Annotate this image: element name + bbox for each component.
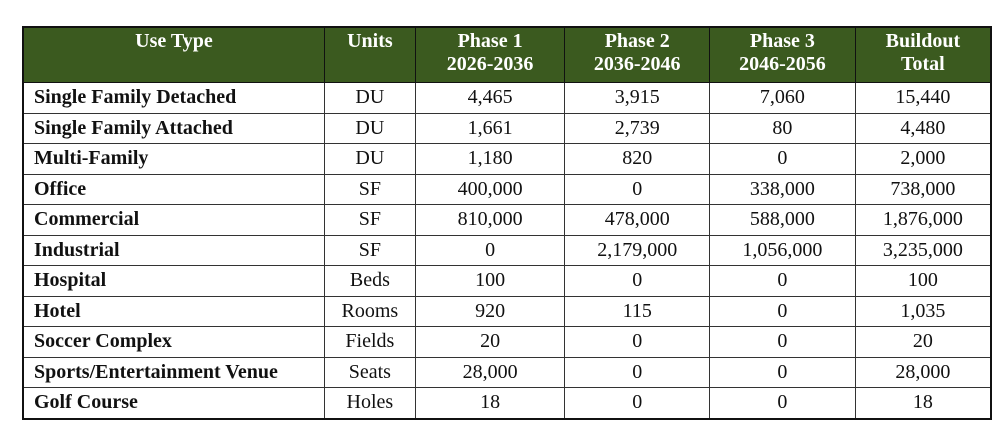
table-cell: DU (323, 112, 416, 144)
table-cell: DU (323, 143, 416, 175)
use-type-cell: Multi-Family (22, 143, 325, 175)
table-cell: 588,000 (709, 204, 856, 236)
table-cell: 920 (414, 295, 566, 327)
land-use-phasing-table: Use Type Units Phase 1 2026-2036 Phase 2 2036… (22, 26, 992, 420)
table-cell: 1,876,000 (854, 204, 992, 236)
table-cell: 0 (564, 387, 711, 419)
table-cell: SF (323, 234, 416, 266)
header-line: Total (901, 53, 945, 75)
header-line: Phase 1 (457, 30, 523, 52)
table-cell: 18 (414, 387, 566, 419)
header-line: Buildout (885, 30, 961, 52)
table-cell: 80 (709, 112, 856, 144)
header-line: 2046-2056 (739, 53, 826, 75)
table-cell: 0 (709, 387, 856, 419)
table-cell: 4,465 (414, 82, 566, 114)
table-row: Single Family Attached DU 1,661 2,739 80 4,48… (22, 112, 992, 144)
table-cell: 100 (414, 265, 566, 297)
table-cell: 15,440 (854, 82, 992, 114)
table-cell: 1,180 (414, 143, 566, 175)
table-cell: 4,480 (854, 112, 992, 144)
table-cell: 810,000 (414, 204, 566, 236)
table-cell: Seats (323, 356, 416, 388)
table-row: Golf Course Holes 18 0 0 18 (22, 387, 992, 419)
table-cell: 400,000 (414, 173, 566, 205)
header-line: Phase 3 (749, 30, 815, 52)
table-cell: DU (323, 82, 416, 114)
use-type-cell: Office (22, 173, 325, 205)
table-cell: 0 (564, 356, 711, 388)
use-type-cell: Single Family Attached (22, 112, 325, 144)
use-type-cell: Single Family Detached (22, 82, 325, 114)
table-cell: 18 (854, 387, 992, 419)
table-cell: 0 (564, 326, 711, 358)
table-cell: 1,056,000 (709, 234, 856, 266)
table-cell: 0 (709, 295, 856, 327)
use-type-cell: Industrial (22, 234, 325, 266)
use-type-cell: Commercial (22, 204, 325, 236)
table-cell: Rooms (323, 295, 416, 327)
table-row: Sports/Entertainment Venue Seats 28,000 0 0 2… (22, 356, 992, 388)
column-header: Phase 1 2026-2036 (414, 26, 566, 83)
table-cell: 1,661 (414, 112, 566, 144)
table-cell: 738,000 (854, 173, 992, 205)
table-cell: 100 (854, 265, 992, 297)
table-cell: 7,060 (709, 82, 856, 114)
table-cell: 1,035 (854, 295, 992, 327)
table-cell: 0 (564, 265, 711, 297)
table-cell: 0 (709, 265, 856, 297)
table-cell: 2,179,000 (564, 234, 711, 266)
column-header: Buildout Total (854, 26, 992, 83)
table-cell: Holes (323, 387, 416, 419)
table-cell: 0 (564, 173, 711, 205)
header-line: Phase 2 (604, 30, 670, 52)
table-cell: 2,000 (854, 143, 992, 175)
table-cell: 20 (414, 326, 566, 358)
column-header: Phase 2 2036-2046 (564, 26, 711, 83)
header-line: Units (347, 30, 393, 52)
table-cell: 3,235,000 (854, 234, 992, 266)
table-cell: 0 (709, 326, 856, 358)
use-type-cell: Soccer Complex (22, 326, 325, 358)
header-line: Use Type (135, 30, 213, 52)
table-cell: 0 (709, 143, 856, 175)
table-row: Single Family Detached DU 4,465 3,915 7,060 1… (22, 82, 992, 114)
table-cell: 20 (854, 326, 992, 358)
table-cell: Beds (323, 265, 416, 297)
table-cell: 338,000 (709, 173, 856, 205)
table-cell: 3,915 (564, 82, 711, 114)
table-row: Commercial SF 810,000 478,000 588,000 1,876,0… (22, 204, 992, 236)
table-row: Industrial SF 0 2,179,000 1,056,000 3,235,000 (22, 234, 992, 266)
column-header: Phase 3 2046-2056 (709, 26, 856, 83)
column-header: Use Type (22, 26, 325, 83)
header-row: Use Type Units Phase 1 2026-2036 Phase 2 2036… (22, 26, 992, 83)
use-type-cell: Sports/Entertainment Venue (22, 356, 325, 388)
table-row: Office SF 400,000 0 338,000 738,000 (22, 173, 992, 205)
table-row: Soccer Complex Fields 20 0 0 20 (22, 326, 992, 358)
table-cell: 820 (564, 143, 711, 175)
header-line: 2026-2036 (446, 53, 534, 75)
use-type-cell: Hospital (22, 265, 325, 297)
use-type-cell: Golf Course (22, 387, 325, 419)
table-row: Hotel Rooms 920 115 0 1,035 (22, 295, 992, 327)
header-line: 2036-2046 (593, 53, 681, 75)
table-cell: 478,000 (564, 204, 711, 236)
table-cell: 2,739 (564, 112, 711, 144)
table-cell: Fields (323, 326, 416, 358)
table-cell: 115 (564, 295, 711, 327)
table-cell: 28,000 (414, 356, 566, 388)
table-cell: SF (323, 204, 416, 236)
table-row: Multi-Family DU 1,180 820 0 2,000 (22, 143, 992, 175)
use-type-cell: Hotel (22, 295, 325, 327)
table-cell: 0 (414, 234, 566, 266)
table-cell: SF (323, 173, 416, 205)
column-header: Units (323, 26, 416, 83)
table-row: Hospital Beds 100 0 0 100 (22, 265, 992, 297)
table-cell: 0 (709, 356, 856, 388)
table-cell: 28,000 (854, 356, 992, 388)
